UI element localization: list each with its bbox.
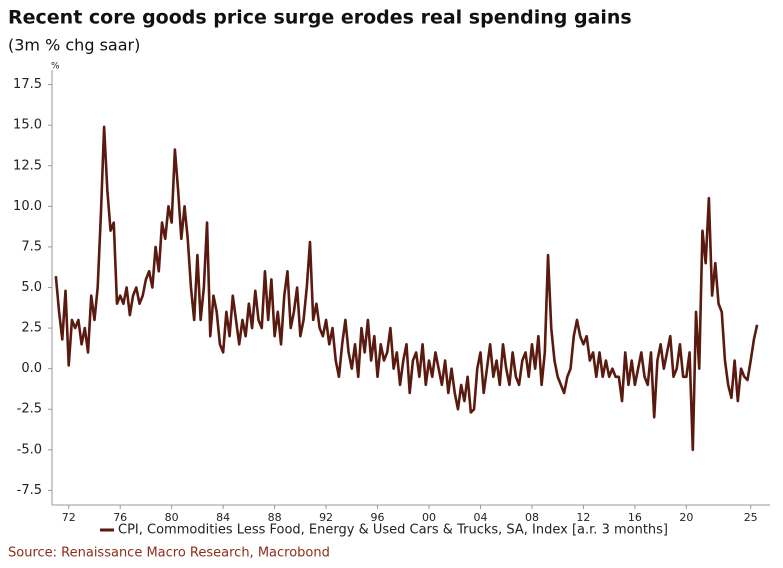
- chart-subtitle: (3m % chg saar): [8, 36, 140, 55]
- y-tick-label: 10.0: [13, 199, 42, 214]
- y-tick-label: 15.0: [13, 118, 42, 133]
- x-tick-label: 88: [268, 511, 282, 524]
- y-tick-label: 0.0: [21, 361, 42, 376]
- y-tick-label: -7.5: [17, 483, 42, 498]
- y-tick-label: 17.5: [13, 77, 42, 92]
- x-tick-label: 72: [62, 511, 76, 524]
- y-tick-label: 2.5: [21, 321, 42, 336]
- x-tick-label: 96: [371, 511, 385, 524]
- y-axis-label: %: [51, 62, 60, 72]
- x-tick-label: 04: [473, 511, 487, 524]
- legend-label: CPI, Commodities Less Food, Energy & Use…: [118, 523, 668, 538]
- x-tick-label: 76: [113, 511, 127, 524]
- x-tick-label: 92: [319, 511, 333, 524]
- x-tick-label: 00: [422, 511, 436, 524]
- y-tick-label: 7.5: [21, 239, 42, 254]
- chart-title: Recent core goods price surge erodes rea…: [8, 7, 632, 29]
- x-tick-label: 25: [744, 511, 758, 524]
- y-tick-label: 12.5: [13, 158, 42, 173]
- x-tick-label: 20: [679, 511, 693, 524]
- series-line: [54, 125, 759, 452]
- x-tick-label: 16: [628, 511, 642, 524]
- x-tick-label: 08: [525, 511, 539, 524]
- x-tick-label: 84: [216, 511, 230, 524]
- x-tick-label: 12: [576, 511, 590, 524]
- y-tick-label: -2.5: [17, 402, 42, 417]
- x-tick-label: 80: [165, 511, 179, 524]
- y-tick-label: 5.0: [21, 280, 42, 295]
- source: Source: Renaissance Macro Research, Macr…: [8, 546, 330, 561]
- y-tick-label: -5.0: [17, 442, 42, 457]
